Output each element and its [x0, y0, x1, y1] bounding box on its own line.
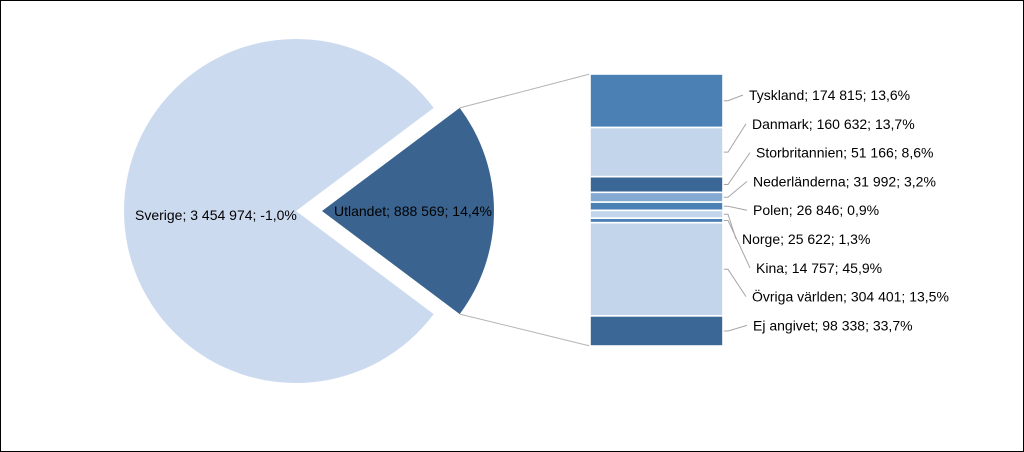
leader-line-polen — [723, 205, 748, 211]
bar-segment-ovriga-varlden — [589, 221, 724, 317]
connector-layer — [459, 73, 751, 347]
leader-line-storbritannien — [723, 152, 751, 186]
bar-segment-tyskland — [589, 73, 724, 129]
bar-label-nederlanderna: Nederländerna; 31 992; 3,2% — [753, 173, 936, 189]
label-layer: Sverige; 3 454 974; -1,0% Utlandet; 888 5… — [135, 87, 949, 333]
bar-segment-norge — [589, 209, 724, 220]
pie-label-sverige: Sverige; 3 454 974; -1,0% — [135, 207, 297, 223]
pie-layer — [123, 38, 494, 384]
connector-line-top — [459, 73, 591, 109]
bar-label-kina: Kina; 14 757; 45,9% — [756, 260, 882, 276]
bar-label-danmark: Danmark; 160 632; 13,7% — [752, 116, 915, 132]
bar-label-storbritannien: Storbritannien; 51 166; 8,6% — [756, 145, 933, 161]
leader-line-ej-angivet — [723, 324, 748, 332]
leader-line-kina — [723, 219, 751, 269]
bar-label-norge: Norge; 25 622; 1,3% — [742, 231, 870, 247]
bar-segment-storbritannien — [589, 175, 724, 194]
leader-line-tyskland — [723, 94, 744, 102]
leader-line-nederlanderna — [723, 181, 748, 198]
bar-label-tyskland: Tyskland; 174 815; 13,6% — [749, 87, 910, 103]
bar-segment-polen — [589, 201, 724, 212]
bar-label-polen: Polen; 26 846; 0,9% — [753, 202, 879, 218]
leader-line-norge — [723, 213, 737, 240]
pie-slice-sverige — [123, 38, 434, 384]
connector-line-bottom — [459, 313, 591, 347]
bar-segment-ej-angivet — [589, 315, 724, 347]
bar-label-ovriga-varlden: Övriga världen; 304 401; 13,5% — [752, 288, 949, 305]
leader-line-danmark — [723, 123, 747, 153]
pie-slice-utlandet — [322, 107, 494, 315]
stacked-bar-layer — [589, 73, 724, 347]
pie-label-utlandet: Utlandet; 888 569; 14,4% — [334, 203, 492, 219]
leader-line-ovriga-varlden — [723, 268, 747, 297]
bar-segment-nederlanderna — [589, 191, 724, 203]
bar-segment-danmark — [589, 126, 724, 178]
bar-label-ej-angivet: Ej angivet; 98 338; 33,7% — [753, 317, 913, 333]
